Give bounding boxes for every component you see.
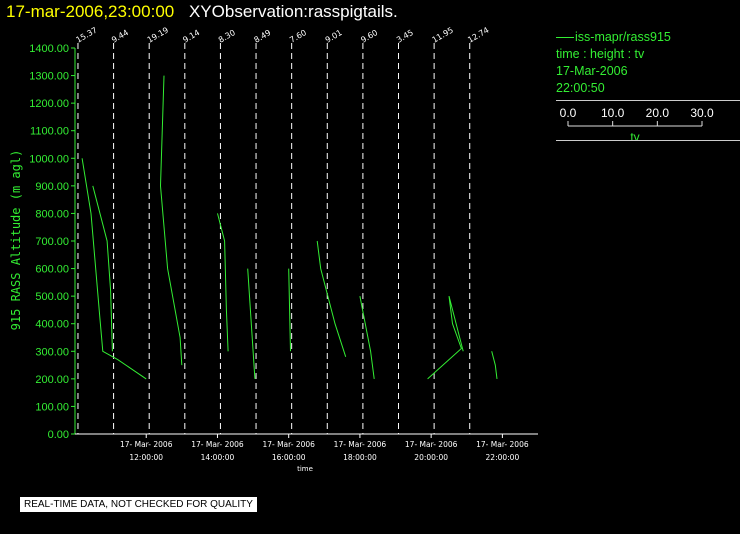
- profile-marker-label: 12.74: [466, 25, 490, 44]
- x-tick-date: 17- Mar- 2006: [405, 440, 458, 449]
- profile-marker-label: 9.01: [324, 28, 344, 45]
- x-tick-date: 17- Mar- 2006: [262, 440, 315, 449]
- x-axis: 17- Mar- 2006 12:00:00 17- Mar- 2006 14:00:…: [75, 433, 538, 462]
- y-tick-label: 900.00: [35, 181, 69, 193]
- x-tick-time: 22:00:00: [486, 453, 520, 462]
- y-tick-label: 1400.00: [29, 43, 69, 55]
- x-tick-time: 20:00:00: [414, 453, 448, 462]
- profile-marker-label: 11.95: [431, 25, 455, 44]
- scale-tick-label: 30.0: [690, 106, 714, 120]
- y-tick-label: 800.00: [35, 208, 69, 220]
- profile-line: [427, 295, 464, 380]
- profile-line: [491, 351, 498, 379]
- legend-swatch: [556, 37, 574, 39]
- y-axis: 0.00 100.00 200.00 300.00 400.00 500.00 600.00…: [29, 43, 76, 441]
- header-observation: XYObservation:rasspigtails.: [188, 2, 398, 21]
- profile-line: [159, 75, 183, 366]
- scale-tick-label: 20.0: [646, 106, 670, 120]
- profile-marker-label: 9.44: [110, 28, 130, 45]
- y-tick-label: 1300.00: [29, 71, 69, 83]
- legend-variables: time : height : tv: [556, 47, 645, 61]
- x-tick-time: 18:00:00: [343, 453, 377, 462]
- profile-line: [288, 268, 291, 352]
- profile-line: [316, 240, 347, 357]
- profile-line: [247, 268, 256, 379]
- y-tick-label: 400.00: [35, 319, 69, 331]
- profile-marker-label: 15.37: [74, 25, 98, 44]
- header-timestamp: 17-mar-2006,23:00:00: [6, 2, 175, 21]
- x-tick-time: 12:00:00: [129, 453, 163, 462]
- y-tick-label: 0.00: [48, 429, 69, 441]
- x-tick-time: 14:00:00: [201, 453, 235, 462]
- data-series: [81, 75, 498, 380]
- y-tick-label: 600.00: [35, 264, 69, 276]
- y-tick-label: 1100.00: [30, 126, 69, 138]
- legend-series: iss-mapr/rass915: [556, 30, 740, 47]
- legend-date: 17-Mar-2006: [556, 64, 628, 78]
- profile-line: [217, 213, 229, 352]
- x-tick-date: 17- Mar- 2006: [334, 440, 387, 449]
- profile-marker-label: 19.19: [146, 25, 170, 44]
- x-tick-date: 17- Mar- 2006: [120, 440, 173, 449]
- chart-title: 17-mar-2006,23:00:00 XYObservation:rassp…: [6, 2, 398, 22]
- y-tick-label: 500.00: [35, 291, 69, 303]
- y-tick-label: 700.00: [35, 236, 69, 248]
- legend-scale: 0.0 10.0 20.0 30.0 tv: [560, 106, 714, 144]
- profile-marker-label: 9.14: [181, 28, 201, 45]
- y-tick-label: 100.00: [35, 401, 69, 413]
- x-tick-time: 16:00:00: [272, 453, 306, 462]
- profile-marker-label: 3.45: [395, 28, 415, 45]
- scale-label: tv: [630, 130, 639, 144]
- x-tick-date: 17- Mar- 2006: [476, 440, 529, 449]
- profile-markers: 15.37 9.44 19.19 9.14 8.30 8.49 7.60 9.01 9.60 3.…: [74, 25, 491, 434]
- y-axis-label: 915 RASS Altitude (m agl): [9, 150, 23, 331]
- legend-series-label: iss-mapr/rass915: [575, 30, 671, 44]
- profile-line: [92, 185, 113, 352]
- scale-tick-label: 10.0: [601, 106, 625, 120]
- profile-marker-label: 8.49: [253, 28, 273, 45]
- legend-divider-top: [556, 100, 740, 101]
- legend: iss-mapr/rass915 time : height : tv 17-M…: [556, 30, 740, 144]
- y-tick-label: 200.00: [35, 374, 69, 386]
- y-tick-label: 1000.00: [29, 153, 69, 165]
- legend-divider-bottom: [556, 140, 740, 141]
- x-tick-date: 17- Mar- 2006: [191, 440, 244, 449]
- profile-marker-label: 7.60: [288, 28, 308, 45]
- x-axis-label: time: [297, 465, 313, 473]
- y-tick-label: 1200.00: [29, 98, 69, 110]
- profile-marker-label: 8.30: [217, 28, 237, 45]
- profile-line: [359, 296, 375, 379]
- legend-time: 22:00:50: [556, 81, 605, 95]
- quality-notice: REAL-TIME DATA, NOT CHECKED FOR QUALITY: [20, 497, 257, 512]
- profile-marker-label: 9.60: [359, 28, 379, 45]
- y-tick-label: 300.00: [35, 346, 69, 358]
- profile-line: [81, 158, 147, 380]
- scale-tick-label: 0.0: [560, 106, 577, 120]
- scale-ticks: 0.0 10.0 20.0 30.0: [560, 106, 714, 126]
